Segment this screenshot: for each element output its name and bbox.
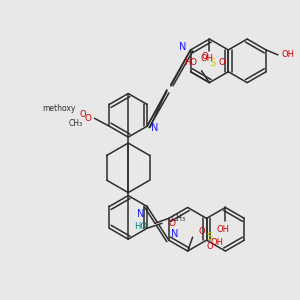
Text: O: O <box>218 58 225 67</box>
Text: CH₃: CH₃ <box>69 119 83 128</box>
Text: methoxy: methoxy <box>42 104 76 113</box>
Text: OH: OH <box>201 54 214 63</box>
Text: HO: HO <box>134 222 147 231</box>
Text: CH₃: CH₃ <box>172 214 186 223</box>
Text: O: O <box>84 114 91 123</box>
Text: O: O <box>201 52 208 62</box>
Text: N: N <box>171 229 178 239</box>
Text: HO: HO <box>184 58 198 67</box>
Text: S: S <box>209 58 215 68</box>
Text: N: N <box>137 209 145 219</box>
Text: OH: OH <box>281 50 294 59</box>
Text: O: O <box>169 219 176 228</box>
Text: O: O <box>198 227 205 236</box>
Text: N: N <box>179 42 186 52</box>
Text: N: N <box>151 123 159 133</box>
Text: S: S <box>206 232 212 242</box>
Text: OH: OH <box>217 225 230 234</box>
Text: O: O <box>80 110 86 119</box>
Text: O: O <box>206 242 213 250</box>
Text: OH: OH <box>211 238 224 247</box>
